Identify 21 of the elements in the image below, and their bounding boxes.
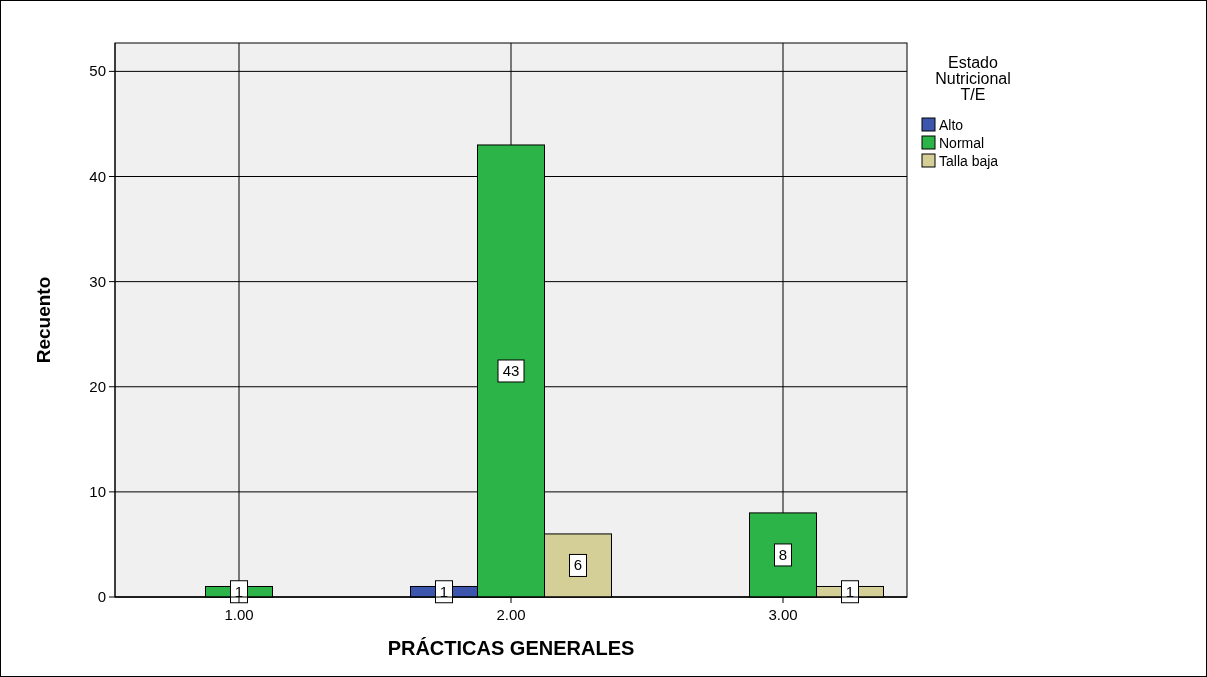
legend-label: Alto <box>939 117 964 133</box>
data-label: 1 <box>845 582 855 600</box>
data-label: 1 <box>439 582 449 600</box>
x-axis-title: PRÁCTICAS GENERALES <box>387 637 635 659</box>
y-tick-label: 50 <box>89 62 106 80</box>
x-tick-label: 2.00 <box>496 606 526 623</box>
x-tick-label: 3.00 <box>768 606 798 623</box>
y-tick-label: 40 <box>89 167 106 185</box>
data-label: 43 <box>502 361 520 379</box>
y-tick-label: 0 <box>97 588 106 605</box>
data-label: 6 <box>573 556 583 574</box>
y-axis-title: Recuento <box>33 276 54 364</box>
legend-title: Estado Nutricional T/E <box>935 54 1011 103</box>
legend-label: Normal <box>939 135 985 151</box>
data-label: 1 <box>234 582 244 600</box>
data-label: 8 <box>778 545 788 563</box>
y-tick-label: 20 <box>89 377 106 395</box>
x-tick-label: 1.00 <box>224 606 254 623</box>
y-tick-label: 10 <box>89 482 106 500</box>
legend-label: Talla baja <box>939 153 999 169</box>
y-tick-label: 30 <box>89 272 106 290</box>
